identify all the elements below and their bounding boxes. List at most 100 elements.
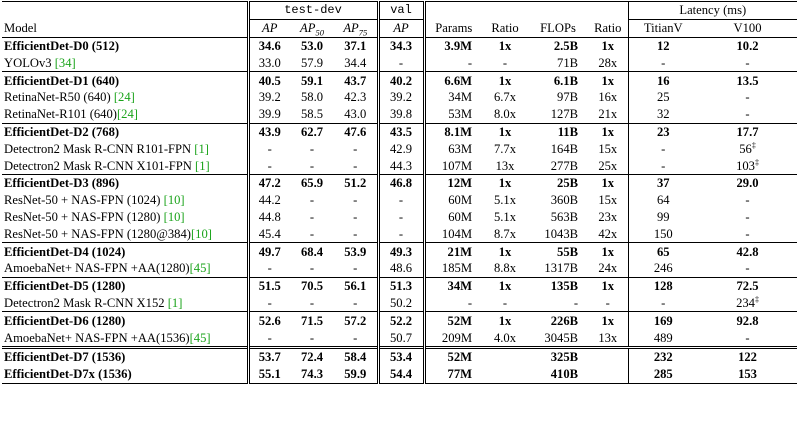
cell-flops: 3045B	[528, 329, 588, 347]
cell-model: EfficientDet-D6 (1280)	[2, 311, 248, 330]
cell-flops: 1043B	[528, 225, 588, 242]
cell-v100: 92.8	[698, 311, 798, 330]
cell-titanv-value: 32	[656, 107, 670, 122]
cell-ap75-value: -	[353, 141, 358, 156]
cell-val-ap: -	[376, 225, 425, 243]
cell-flops-value: 277B	[550, 158, 579, 173]
cell-ap75: -	[334, 225, 378, 242]
cell-params: -	[422, 54, 483, 72]
model-name: Detectron2 Mask R-CNN X101-FPN	[4, 158, 195, 173]
cell-ap-value: 39.2	[258, 90, 281, 105]
cell-v100-value: 234	[736, 295, 755, 310]
cell-titanv: 150	[627, 225, 699, 243]
header-model: Model	[4, 20, 37, 35]
cell-v100-value: -	[745, 107, 750, 122]
citation-link[interactable]: [1]	[167, 295, 183, 310]
cell-ap75: -	[334, 329, 378, 347]
cell-v100: 234‡	[698, 295, 797, 312]
model-name: ResNet-50 + NAS-FPN (1280)	[4, 209, 164, 224]
cell-v100: 29.0	[698, 173, 798, 192]
citation-link[interactable]: [1]	[194, 141, 209, 156]
cell-flops: 55B	[528, 242, 589, 260]
cell-ratio1-value: 7.7x	[493, 141, 517, 156]
cell-ratio1: 1x	[482, 242, 529, 260]
cell-val-ap-value: -	[398, 209, 404, 224]
cell-ap75: 43.7	[334, 71, 379, 89]
model-name: AmoebaNet+ NAS-FPN +AA(1536)	[4, 330, 190, 345]
cell-ap50: 58.0	[290, 89, 334, 106]
cell-ratio2: 15x	[588, 140, 628, 157]
cell-ap75: 53.9	[334, 242, 379, 260]
table-body: EfficientDet-D0 (512) 34.6 53.0 37.1 34.3 3.9…	[2, 36, 798, 384]
citation-link[interactable]: [10]	[163, 193, 185, 208]
table-header: test-dev val Latency (ms) Model AP AP50 …	[2, 1, 798, 38]
cell-params-value: 185M	[441, 261, 473, 276]
cell-val-ap-value: -	[398, 193, 404, 208]
cell-ap-value: 53.7	[258, 350, 281, 365]
citation-link[interactable]: [34]	[54, 55, 76, 70]
cell-flops-value: 360B	[550, 193, 579, 208]
cell-titanv: 169	[627, 311, 699, 330]
cell-ap: -	[246, 140, 290, 158]
cell-v100: 153	[698, 365, 798, 384]
cell-val-ap: 42.9	[376, 140, 425, 158]
cell-ap75: -	[334, 209, 378, 226]
header-val: val	[376, 1, 425, 20]
cell-ap: -	[246, 259, 290, 278]
cell-val-ap-value: 50.2	[389, 295, 413, 310]
cell-v100-value: 56	[739, 141, 752, 156]
cell-ap50: 74.3	[290, 365, 334, 384]
cell-titanv: 128	[627, 276, 699, 295]
cell-ap: 45.4	[246, 225, 290, 243]
cell-params: 52M	[422, 345, 483, 366]
cell-titanv-value: 128	[653, 279, 673, 294]
cell-ratio1-value: 5.1x	[493, 193, 517, 208]
cell-val-ap-value: 46.8	[389, 176, 413, 191]
cell-params-value: 63M	[448, 141, 473, 156]
header-ratio1: Ratio	[491, 20, 519, 35]
cell-flops-value: 55B	[557, 244, 579, 259]
cell-titanv: -	[627, 54, 699, 72]
header-blank	[2, 1, 248, 20]
model-name: YOLOv3	[4, 55, 55, 70]
cell-ap75: 56.1	[334, 276, 379, 295]
citation-link[interactable]: [10]	[163, 209, 185, 224]
cell-params-value: 77M	[447, 367, 473, 382]
header-v100: V100	[733, 21, 762, 36]
cell-titanv: 64	[627, 191, 699, 209]
cell-v100-value: -	[745, 226, 750, 241]
citation-link[interactable]: [1]	[195, 158, 210, 173]
cell-ratio2	[588, 345, 629, 366]
cell-model: EfficientDet-D3 (896)	[2, 173, 248, 192]
cell-params: 21M	[422, 242, 483, 260]
citation-link[interactable]: [45]	[189, 261, 211, 276]
cell-ratio1: 1x	[482, 173, 529, 192]
cell-val-ap: -	[376, 208, 425, 226]
cell-ratio1	[482, 345, 529, 366]
cell-ap: 39.2	[246, 88, 290, 106]
cell-titanv-value: 37	[656, 176, 670, 191]
cell-ap50: 65.9	[290, 173, 334, 192]
cell-ap: 34.6	[246, 36, 290, 55]
cell-val-ap-value: 44.3	[389, 158, 413, 173]
cell-model: YOLOv3 [34]	[2, 54, 248, 71]
cell-ap75-value: 53.9	[344, 244, 367, 259]
citation-link[interactable]: [24]	[116, 107, 138, 122]
cell-ratio2: 15x	[588, 192, 628, 209]
table-row: YOLOv3 [34] 33.0 57.9 34.4 - - - 71B 28x - -	[2, 54, 797, 72]
cell-ap75-value: -	[353, 295, 358, 310]
citation-link[interactable]: [24]	[113, 90, 135, 105]
cell-titanv: 99	[627, 208, 699, 226]
cell-ratio2-value: 15x	[598, 141, 618, 156]
cell-flops-value: 164B	[550, 141, 579, 156]
citation-link[interactable]: [10]	[190, 226, 212, 241]
cell-val-ap-value: 39.8	[389, 107, 413, 122]
cell-ap75-value: 43.0	[344, 107, 367, 122]
cell-ratio2-value: 25x	[598, 158, 618, 173]
cell-params-value: -	[467, 55, 473, 70]
model-name: EfficientDet-D2 (768)	[4, 124, 120, 139]
cell-ap50: 58.5	[290, 106, 334, 123]
citation-link[interactable]: [45]	[189, 330, 211, 345]
cell-params-value: 6.6M	[444, 73, 473, 88]
cell-ap50-value: -	[309, 209, 315, 224]
